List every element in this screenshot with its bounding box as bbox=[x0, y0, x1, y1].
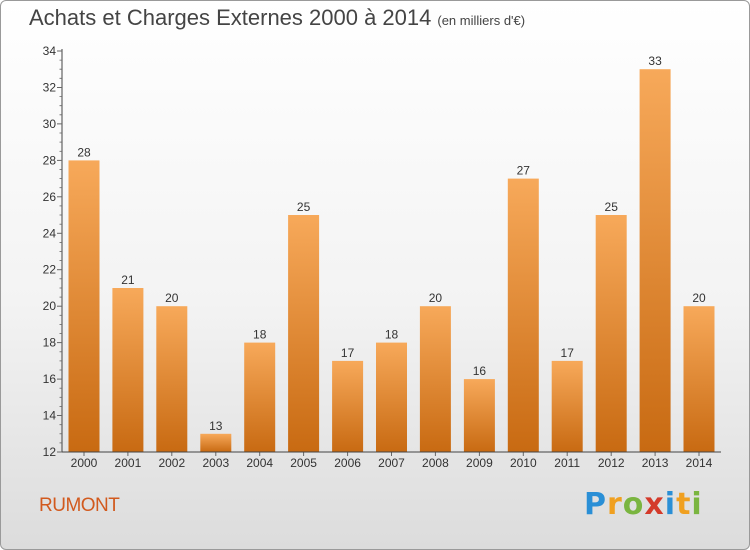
y-tick-label-24: 24 bbox=[43, 226, 57, 240]
logo-letter: r bbox=[607, 487, 623, 522]
y-tick-label-30: 30 bbox=[43, 117, 57, 131]
commune-name: RUMONT bbox=[39, 495, 120, 516]
y-tick-label-32: 32 bbox=[43, 81, 57, 95]
chart-title: Achats et Charges Externes 2000 à 2014 (e… bbox=[29, 5, 525, 31]
x-tick-label-2013: 2013 bbox=[642, 456, 669, 470]
value-label-2000: 28 bbox=[77, 145, 91, 159]
bar-2010 bbox=[507, 178, 539, 452]
x-tick-label-2012: 2012 bbox=[598, 456, 625, 470]
bar-2002 bbox=[156, 306, 188, 452]
y-tick-label-26: 26 bbox=[43, 190, 57, 204]
x-tick-label-2006: 2006 bbox=[334, 456, 361, 470]
x-tick-label-2008: 2008 bbox=[422, 456, 449, 470]
bar-2003 bbox=[200, 433, 232, 452]
labels-group: 28 2000 21 2001 20 2002 13 2003 18 2004 25 2005 17 20… bbox=[43, 44, 713, 470]
bar-2006 bbox=[332, 360, 364, 452]
logo-letter: x bbox=[644, 487, 665, 522]
value-label-2004: 18 bbox=[253, 328, 267, 342]
value-label-2003: 13 bbox=[209, 419, 223, 433]
x-tick-label-2003: 2003 bbox=[202, 456, 229, 470]
proxiti-logo: Proxiti bbox=[584, 487, 703, 522]
bar-2009 bbox=[463, 379, 495, 452]
x-tick-label-2009: 2009 bbox=[466, 456, 493, 470]
x-tick-label-2000: 2000 bbox=[71, 456, 98, 470]
value-label-2008: 20 bbox=[429, 291, 443, 305]
bars-group bbox=[68, 69, 715, 452]
x-tick-label-2005: 2005 bbox=[290, 456, 317, 470]
y-tick-label-12: 12 bbox=[43, 445, 57, 459]
bar-2004 bbox=[244, 342, 276, 452]
logo-letter: o bbox=[622, 487, 645, 522]
y-tick-label-18: 18 bbox=[43, 336, 57, 350]
x-tick-label-2011: 2011 bbox=[554, 456, 580, 470]
logo-letter: i bbox=[664, 487, 677, 522]
value-label-2010: 27 bbox=[517, 164, 531, 178]
bar-2005 bbox=[288, 215, 320, 452]
y-tick-label-28: 28 bbox=[43, 153, 57, 167]
value-label-2001: 21 bbox=[121, 273, 135, 287]
value-label-2006: 17 bbox=[341, 346, 355, 360]
x-tick-label-2010: 2010 bbox=[510, 456, 537, 470]
x-tick-label-2001: 2001 bbox=[115, 456, 142, 470]
value-label-2013: 33 bbox=[648, 54, 662, 68]
bar-2013 bbox=[639, 69, 671, 452]
chart-subtitle: (en milliers d'€) bbox=[437, 13, 526, 28]
bar-2000 bbox=[68, 160, 100, 452]
value-label-2009: 16 bbox=[473, 364, 487, 378]
logo-letter: i bbox=[691, 487, 703, 522]
x-tick-label-2014: 2014 bbox=[686, 456, 713, 470]
value-label-2012: 25 bbox=[605, 200, 619, 214]
value-label-2005: 25 bbox=[297, 200, 311, 214]
bar-2008 bbox=[419, 306, 451, 452]
value-label-2011: 17 bbox=[561, 346, 575, 360]
logo-letter: t bbox=[676, 487, 692, 522]
y-tick-label-34: 34 bbox=[43, 44, 57, 58]
logo-letter: P bbox=[584, 487, 607, 522]
y-tick-label-20: 20 bbox=[43, 299, 57, 313]
x-tick-label-2004: 2004 bbox=[246, 456, 273, 470]
axes-group bbox=[57, 49, 721, 456]
y-tick-label-14: 14 bbox=[43, 409, 57, 423]
chart-title-text: Achats et Charges Externes 2000 à 2014 bbox=[29, 5, 432, 30]
y-tick-label-16: 16 bbox=[43, 372, 57, 386]
x-tick-label-2002: 2002 bbox=[158, 456, 185, 470]
value-label-2014: 20 bbox=[692, 291, 706, 305]
bar-2014 bbox=[683, 306, 715, 452]
bar-2011 bbox=[551, 360, 583, 452]
y-tick-label-22: 22 bbox=[43, 263, 57, 277]
value-label-2007: 18 bbox=[385, 328, 399, 342]
bar-2007 bbox=[376, 342, 407, 452]
x-tick-label-2007: 2007 bbox=[378, 456, 405, 470]
value-label-2002: 20 bbox=[165, 291, 179, 305]
bar-2012 bbox=[595, 215, 627, 452]
bar-2001 bbox=[112, 288, 144, 452]
